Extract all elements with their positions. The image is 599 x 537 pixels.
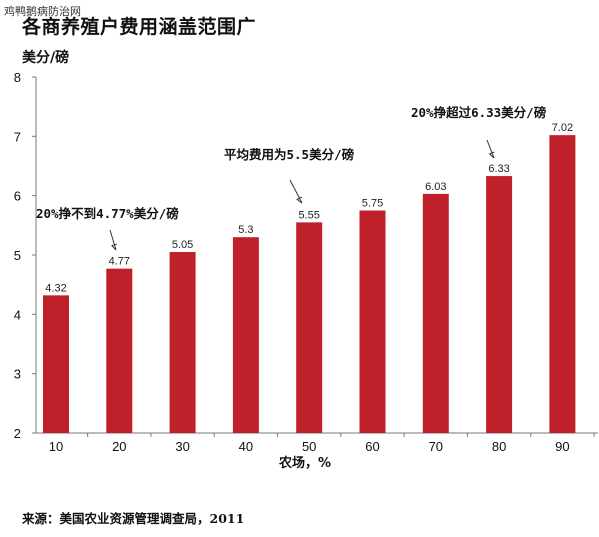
data-label: 6.33: [488, 163, 509, 175]
x-tick-label: 90: [555, 439, 569, 454]
bar: [106, 268, 133, 433]
y-tick-label: 3: [14, 367, 21, 382]
annotation-text: 平均费用为5.5美分/磅: [224, 147, 355, 162]
data-label: 4.77: [109, 256, 130, 268]
x-tick-label: 50: [302, 439, 316, 454]
bar: [359, 210, 386, 433]
y-tick-label: 8: [14, 70, 21, 85]
annotation-arrow-line: [289, 179, 303, 204]
y-tick-label: 5: [14, 248, 21, 263]
source-note: 来源：美国农业资源管理调查局，2011: [22, 511, 245, 526]
x-tick-label: 20: [112, 439, 126, 454]
x-tick-label: 10: [49, 439, 63, 454]
bar: [296, 222, 323, 433]
bar: [43, 295, 69, 433]
x-tick-label: 40: [239, 439, 253, 454]
annotation-text: 20%挣不到4.77%美分/磅: [36, 206, 179, 221]
y-tick-label: 6: [14, 189, 21, 204]
annotation-arrow-line: [486, 139, 495, 159]
y-tick-label: 7: [14, 129, 21, 144]
x-tick-label: 80: [492, 439, 506, 454]
chart-title: 各商养殖户费用涵盖范围广: [22, 16, 257, 38]
bar: [422, 193, 449, 433]
x-tick-label: 70: [429, 439, 443, 454]
watermark: 鸡鸭鹅病防治网: [4, 5, 81, 18]
annotation-arrow-head: [111, 243, 118, 251]
data-label: 6.03: [425, 181, 446, 193]
y-tick-label: 4: [14, 307, 21, 322]
x-axis-label: 农场，%: [278, 455, 331, 471]
bar: [232, 237, 259, 433]
bar: [549, 135, 576, 433]
y-axis-unit-label: 美分/磅: [22, 50, 70, 66]
x-tick-label: 30: [175, 439, 189, 454]
data-label: 5.75: [362, 198, 383, 210]
bar: [169, 252, 196, 433]
data-label: 5.05: [172, 239, 193, 251]
data-label: 7.02: [552, 122, 573, 134]
annotation-text: 20%挣超过6.33美分/磅: [411, 105, 547, 120]
bar: [486, 176, 513, 433]
annotation-arrow-head: [296, 196, 303, 204]
x-tick-label: 60: [365, 439, 379, 454]
annotation-arrow-head: [488, 151, 495, 159]
data-label: 5.55: [298, 209, 319, 221]
y-tick-label: 2: [14, 426, 21, 441]
data-label: 5.3: [238, 224, 253, 236]
annotation-arrow-line: [109, 229, 117, 251]
data-label: 4.32: [45, 282, 66, 294]
